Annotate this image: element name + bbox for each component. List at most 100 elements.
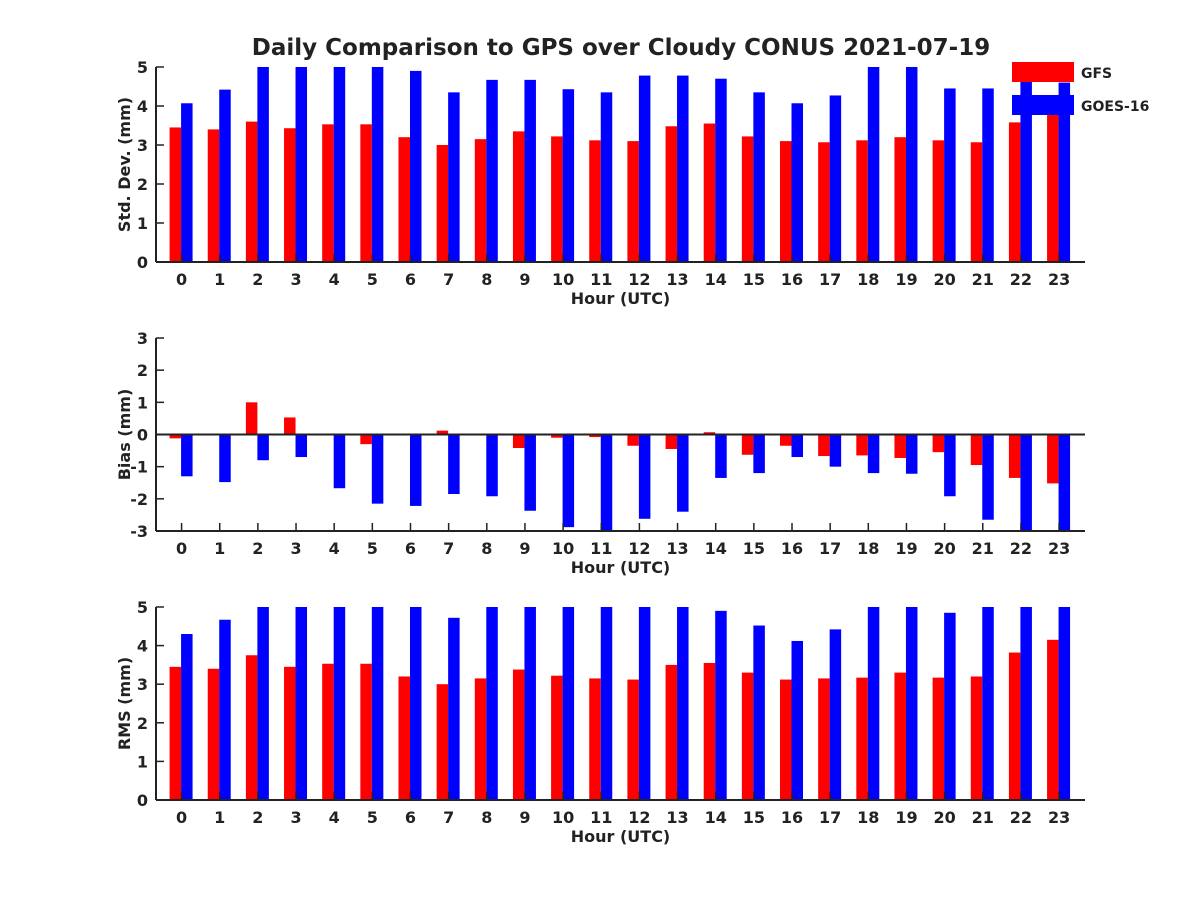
bar-goes16-18 (868, 67, 880, 262)
x-tick-label: 12 (628, 539, 650, 558)
y-tick-label: 3 (137, 675, 148, 694)
x-tick-label: 6 (405, 808, 416, 827)
bar-gfs-7 (437, 684, 449, 800)
x-tick-label: 5 (367, 270, 378, 289)
bar-goes16-7 (448, 618, 460, 800)
bar-gfs-16 (780, 141, 792, 262)
x-tick-label: 7 (443, 270, 454, 289)
bar-goes16-23 (1059, 607, 1071, 800)
y-tick-label: 1 (137, 214, 148, 233)
y-tick-label: 2 (137, 714, 148, 733)
x-tick-label: 16 (781, 539, 803, 558)
bar-goes16-18 (868, 607, 880, 800)
bar-gfs-2 (246, 655, 258, 800)
bar-gfs-22 (1009, 122, 1021, 262)
bar-goes16-20 (944, 613, 956, 800)
bar-goes16-13 (677, 76, 689, 262)
bar-goes16-4 (334, 67, 346, 262)
bar-gfs-22 (1009, 653, 1021, 800)
bar-goes16-2 (257, 67, 269, 262)
bar-goes16-19 (906, 67, 918, 262)
bar-goes16-16 (792, 641, 804, 800)
x-tick-label: 0 (176, 539, 187, 558)
bar-gfs-15 (742, 435, 754, 455)
x-tick-label: 3 (290, 808, 301, 827)
x-tick-label: 1 (214, 270, 225, 289)
bar-goes16-1 (219, 620, 231, 800)
bar-gfs-20 (933, 140, 945, 262)
bar-gfs-15 (742, 673, 754, 800)
x-tick-label: 12 (628, 270, 650, 289)
x-tick-label: 17 (819, 808, 841, 827)
bar-goes16-12 (639, 607, 651, 800)
bar-goes16-22 (1020, 435, 1032, 532)
x-tick-label: 12 (628, 808, 650, 827)
bar-gfs-12 (627, 680, 639, 800)
bar-goes16-21 (982, 88, 994, 262)
bar-goes16-19 (906, 435, 918, 474)
bar-gfs-10 (551, 676, 563, 800)
bar-gfs-20 (933, 678, 945, 800)
bar-gfs-11 (589, 140, 601, 262)
bar-gfs-6 (398, 676, 410, 800)
bar-goes16-5 (372, 607, 384, 800)
y-tick-label: 3 (137, 136, 148, 155)
bar-gfs-1 (208, 129, 220, 262)
bar-goes16-12 (639, 76, 651, 262)
legend-swatch-gfs (1012, 62, 1074, 82)
bar-gfs-19 (894, 137, 906, 262)
x-tick-label: 17 (819, 539, 841, 558)
x-tick-label: 23 (1048, 808, 1070, 827)
x-tick-label: 2 (252, 808, 263, 827)
x-tick-label: 22 (1010, 539, 1032, 558)
bar-gfs-9 (513, 670, 525, 800)
x-tick-label: 18 (857, 270, 879, 289)
bar-gfs-17 (818, 142, 830, 262)
legend-label-goes16: GOES-16 (1081, 99, 1149, 115)
bar-goes16-3 (296, 435, 308, 458)
bar-goes16-12 (639, 435, 651, 519)
bar-gfs-18 (856, 678, 868, 800)
bar-gfs-12 (627, 435, 639, 446)
bar-goes16-20 (944, 435, 956, 497)
bar-goes16-1 (219, 90, 231, 262)
y-tick-label: 5 (137, 58, 148, 77)
y-axis-label: Std. Dev. (mm) (115, 97, 134, 232)
x-tick-label: 21 (972, 808, 994, 827)
bar-gfs-18 (856, 140, 868, 262)
x-tick-label: 4 (329, 270, 340, 289)
bar-gfs-22 (1009, 435, 1021, 478)
x-tick-label: 15 (743, 808, 765, 827)
y-axis-label: Bias (mm) (115, 389, 134, 481)
bar-goes16-7 (448, 92, 460, 262)
x-tick-label: 16 (781, 270, 803, 289)
bar-goes16-6 (410, 435, 422, 506)
bar-gfs-18 (856, 435, 868, 456)
bar-goes16-23 (1059, 435, 1071, 532)
legend-label-gfs: GFS (1081, 66, 1112, 82)
bar-goes16-15 (753, 92, 765, 262)
bar-goes16-4 (334, 435, 346, 489)
bar-goes16-5 (372, 67, 384, 262)
bar-gfs-16 (780, 435, 792, 446)
x-tick-label: 23 (1048, 539, 1070, 558)
x-tick-label: 18 (857, 808, 879, 827)
bar-goes16-21 (982, 607, 994, 800)
bar-goes16-8 (486, 435, 498, 497)
bar-gfs-23 (1047, 110, 1059, 262)
bar-goes16-7 (448, 435, 460, 495)
bar-gfs-1 (208, 669, 220, 800)
y-tick-label: 1 (137, 752, 148, 771)
x-tick-label: 11 (590, 539, 612, 558)
bar-goes16-0 (181, 435, 193, 477)
y-tick-label: 1 (137, 393, 148, 412)
x-tick-label: 1 (214, 808, 225, 827)
x-tick-label: 11 (590, 270, 612, 289)
bar-gfs-0 (170, 667, 182, 800)
bar-gfs-21 (971, 142, 983, 262)
bar-goes16-3 (296, 607, 308, 800)
bar-gfs-2 (246, 402, 258, 434)
bar-goes16-4 (334, 607, 346, 800)
